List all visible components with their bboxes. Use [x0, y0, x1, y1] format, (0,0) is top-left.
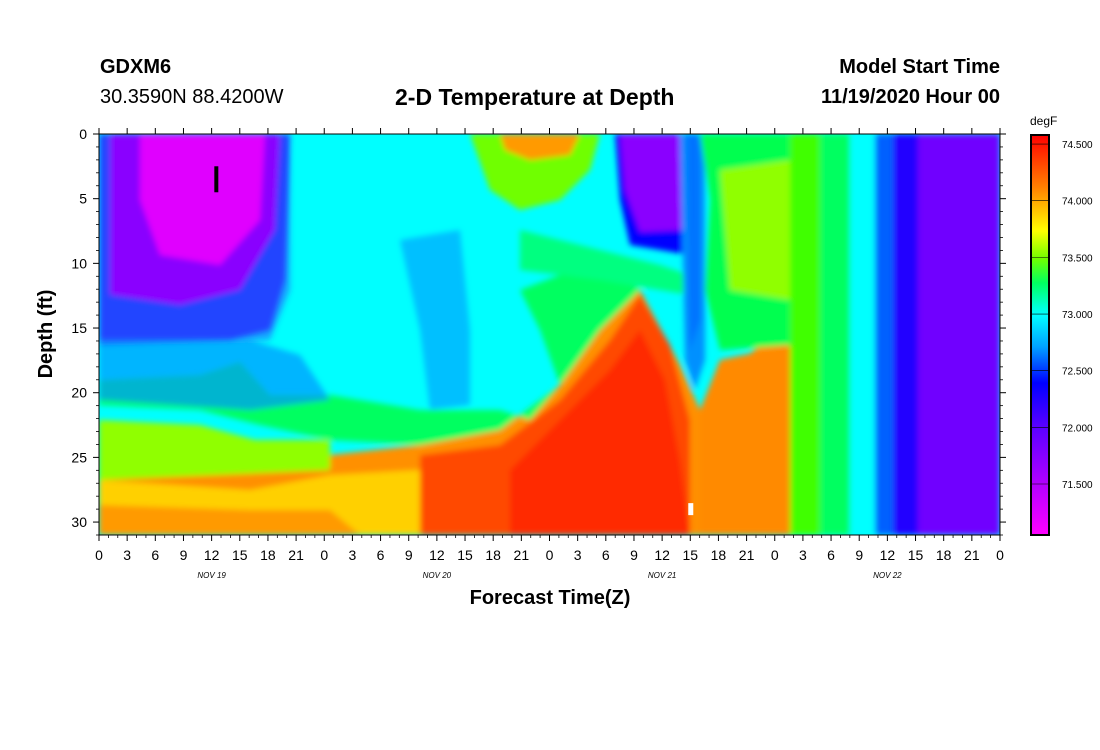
x-tick-label: 0: [95, 547, 103, 563]
x-tick-label: 3: [349, 547, 357, 563]
x-tick-label: 12: [880, 547, 896, 563]
x-tick-label: 18: [260, 547, 276, 563]
x-tick-label: 3: [123, 547, 131, 563]
day-label: NOV 22: [873, 571, 902, 580]
y-tick-label: 0: [79, 126, 87, 142]
x-tick-label: 0: [996, 547, 1004, 563]
x-tick-label: 21: [514, 547, 530, 563]
x-tick-label: 6: [827, 547, 835, 563]
colorbar-label: 73.000: [1062, 310, 1093, 321]
x-tick-label: 18: [485, 547, 501, 563]
x-tick-label: 15: [908, 547, 924, 563]
x-tick-label: 6: [151, 547, 159, 563]
x-tick-label: 0: [546, 547, 554, 563]
colorbar-gradient: [1030, 134, 1050, 536]
x-tick-label: 15: [682, 547, 698, 563]
x-axis-title: Forecast Time(Z): [470, 587, 631, 609]
chart-title: 2-D Temperature at Depth: [395, 84, 675, 110]
x-tick-label: 6: [377, 547, 385, 563]
colorbar-label: 71.500: [1062, 480, 1093, 491]
colorbar-label: 72.500: [1062, 367, 1093, 378]
y-tick-label: 10: [71, 255, 87, 271]
x-tick-label: 3: [574, 547, 582, 563]
y-tick-label: 5: [79, 191, 87, 207]
x-tick-label: 9: [180, 547, 188, 563]
x-tick-label: 12: [429, 547, 445, 563]
x-tick-label: 6: [602, 547, 610, 563]
x-tick-label: 18: [711, 547, 727, 563]
x-tick-label: 12: [654, 547, 670, 563]
x-tick-label: 21: [288, 547, 304, 563]
x-tick-label: 3: [799, 547, 807, 563]
marker-max: [688, 503, 694, 516]
x-tick-label: 0: [771, 547, 779, 563]
day-label: NOV 19: [197, 571, 226, 580]
y-tick-label: 20: [71, 385, 87, 401]
x-tick-label: 9: [405, 547, 413, 563]
day-label: NOV 21: [648, 571, 676, 580]
day-label: NOV 20: [423, 571, 452, 580]
colorbar-label: 73.500: [1062, 253, 1093, 264]
x-tick-label: 15: [232, 547, 248, 563]
x-tick-label: 9: [855, 547, 863, 563]
model-start-label: Model Start Time: [839, 56, 1000, 78]
x-tick-label: 15: [457, 547, 473, 563]
x-tick-label: 21: [964, 547, 980, 563]
colorbar-label: 74.000: [1062, 197, 1093, 208]
x-tick-label: 0: [320, 547, 328, 563]
y-tick-label: 30: [71, 514, 87, 530]
colorbar-label: 74.500: [1062, 140, 1093, 151]
model-start-value: 11/19/2020 Hour 00: [820, 86, 1000, 108]
heatmap-field: [99, 134, 1000, 535]
x-tick-label: 21: [739, 547, 755, 563]
colorbar-unit: degF: [1030, 114, 1057, 128]
x-axis: 0 3 6 9 12 15 18 21 0 3 6 9 12 15 18 21 0 3 6 9 12 15 18 21 0 3 6 9…: [95, 128, 1004, 580]
extrema-markers: [214, 166, 694, 516]
colorbar: degF 74.500 74.000 73.500 73.000 72.500 72.00…: [1030, 114, 1093, 536]
x-tick-label: 18: [936, 547, 952, 563]
y-axis-title: Depth (ft): [35, 290, 57, 379]
y-tick-label: 25: [71, 449, 87, 465]
colorbar-label: 72.000: [1062, 423, 1093, 434]
y-tick-label: 15: [71, 320, 87, 336]
station-coordinates: 30.3590N 88.4200W: [100, 86, 284, 108]
station-id: GDXM6: [100, 56, 172, 78]
marker-min: [214, 166, 219, 193]
x-tick-label: 12: [204, 547, 220, 563]
x-tick-label: 9: [630, 547, 638, 563]
